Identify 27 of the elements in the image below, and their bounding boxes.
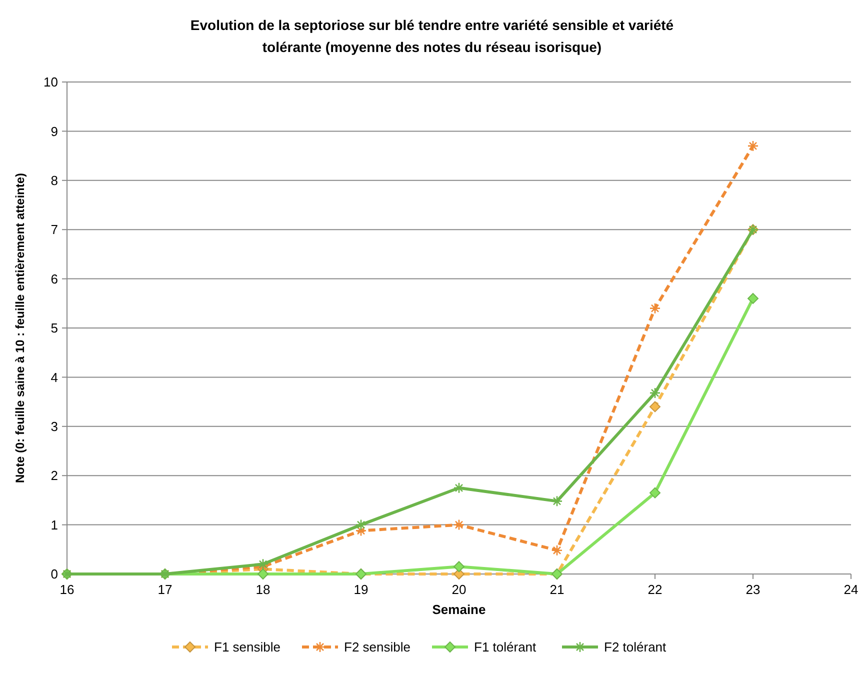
y-tick-label: 2 bbox=[50, 468, 58, 484]
legend-label: F1 tolérant bbox=[474, 640, 537, 655]
x-tick-label: 19 bbox=[354, 582, 368, 597]
x-tick-label: 17 bbox=[158, 582, 172, 597]
y-tick-label: 6 bbox=[50, 271, 58, 286]
y-tick-label: 4 bbox=[50, 370, 58, 385]
y-axis-title: Note (0: feuille saine à 10 : feuille entièrement atteinte) bbox=[13, 172, 27, 484]
y-tick-label: 3 bbox=[50, 418, 58, 434]
legend-label: F2 sensible bbox=[344, 640, 410, 655]
x-tick-label: 22 bbox=[648, 582, 662, 597]
y-tick-label: 9 bbox=[50, 124, 58, 139]
y-tick-label: 0 bbox=[50, 566, 58, 582]
y-tick-label: 5 bbox=[50, 320, 58, 336]
y-tick-label: 7 bbox=[50, 222, 58, 238]
legend-label: F2 tolérant bbox=[604, 640, 667, 655]
x-tick-label: 16 bbox=[60, 582, 74, 597]
x-tick-label: 18 bbox=[256, 582, 270, 597]
y-tick-label: 10 bbox=[44, 74, 58, 90]
x-tick-label: 21 bbox=[550, 582, 564, 597]
x-tick-label: 23 bbox=[746, 582, 760, 597]
chart-title: Evolution de la septoriose sur blé tendre entre variété sensible et variété tolérante (moyenne des notes du réseau isorisque) bbox=[190, 17, 674, 55]
x-tick-label: 20 bbox=[452, 582, 466, 597]
y-tick-label: 1 bbox=[50, 517, 58, 532]
legend-label: F1 sensible bbox=[214, 640, 280, 655]
x-tick-label: 24 bbox=[844, 582, 858, 597]
x-axis-title: Semaine bbox=[432, 602, 486, 617]
y-tick-label: 8 bbox=[50, 172, 58, 188]
